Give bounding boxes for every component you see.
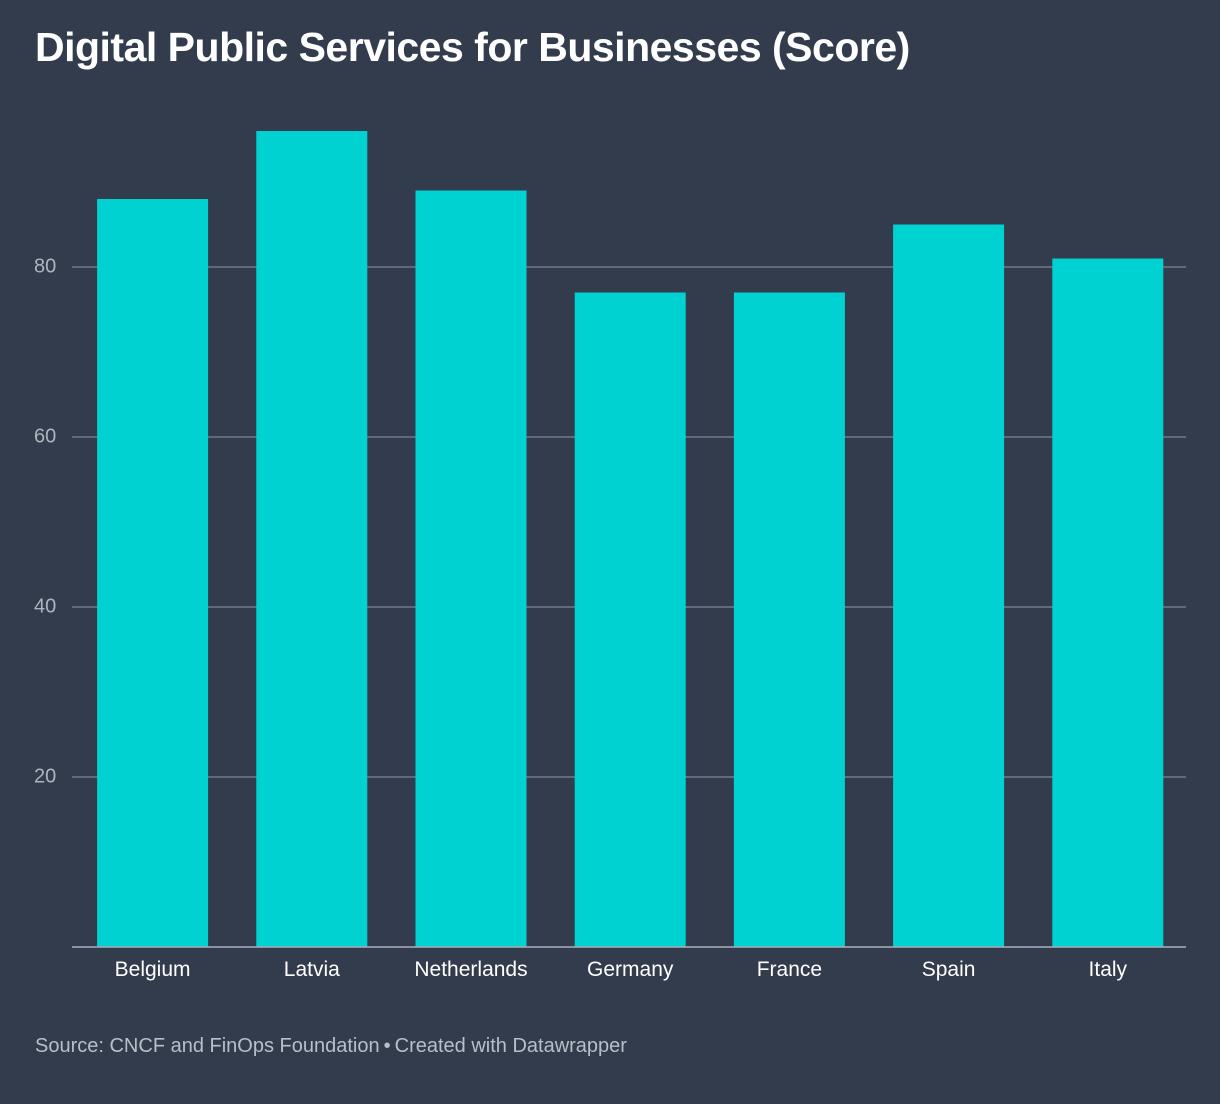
bar-germany	[574, 292, 686, 947]
bar-spain	[893, 224, 1005, 947]
x-tick-label-latvia: Latvia	[284, 958, 340, 981]
chart-footer: Source: CNCF and FinOps Foundation • Creat…	[35, 1035, 627, 1058]
source-note: Source: CNCF and FinOps Foundation	[35, 1035, 380, 1057]
y-tick-label-60: 60	[34, 425, 56, 447]
x-tick-label-france: France	[757, 958, 822, 981]
y-tick-label-20: 20	[34, 765, 56, 787]
y-tick-label-40: 40	[34, 595, 56, 617]
footer-separator: •	[383, 1035, 391, 1057]
credit-note: Created with Datawrapper	[394, 1035, 627, 1057]
bar-netherlands	[415, 190, 527, 947]
bar-belgium	[97, 199, 209, 947]
bar-italy	[1052, 258, 1164, 947]
y-tick-label-80: 80	[34, 255, 56, 277]
x-tick-label-germany: Germany	[587, 958, 674, 981]
bar-latvia	[256, 131, 368, 947]
bar-france	[733, 292, 845, 947]
x-tick-label-italy: Italy	[1089, 958, 1128, 981]
x-tick-label-belgium: Belgium	[115, 958, 191, 981]
chart-title: Digital Public Services for Businesses (…	[35, 24, 910, 70]
x-tick-label-spain: Spain	[922, 958, 976, 981]
x-tick-label-netherlands: Netherlands	[414, 958, 527, 981]
